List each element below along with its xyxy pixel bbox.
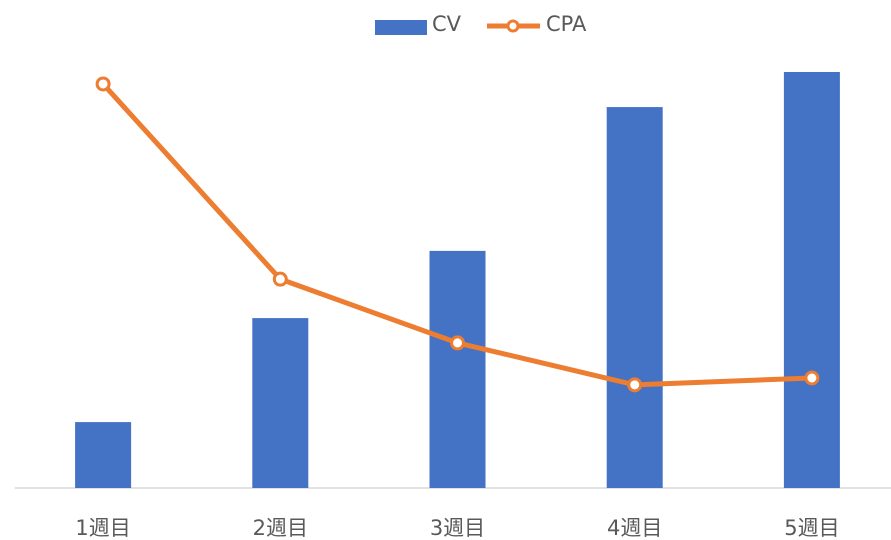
bar	[783, 71, 840, 488]
bar	[252, 318, 309, 488]
line-marker	[804, 370, 820, 386]
legend-marker	[506, 19, 520, 33]
x-tick-label: 3週目	[430, 516, 485, 540]
legend-label: CPA	[546, 12, 587, 36]
x-tick-label: 4週目	[607, 516, 662, 540]
line-marker	[450, 335, 465, 351]
line-marker	[272, 271, 288, 287]
line-marker	[95, 76, 111, 92]
x-tick-label: 2週目	[253, 516, 308, 540]
bar	[429, 250, 486, 488]
bar	[75, 422, 132, 488]
x-tick-label: 5週目	[784, 516, 839, 540]
bar	[606, 107, 663, 488]
legend-swatch	[375, 20, 427, 35]
legend-label: CV	[432, 12, 462, 36]
line-marker	[627, 377, 643, 393]
x-tick-label: 1週目	[75, 516, 130, 540]
